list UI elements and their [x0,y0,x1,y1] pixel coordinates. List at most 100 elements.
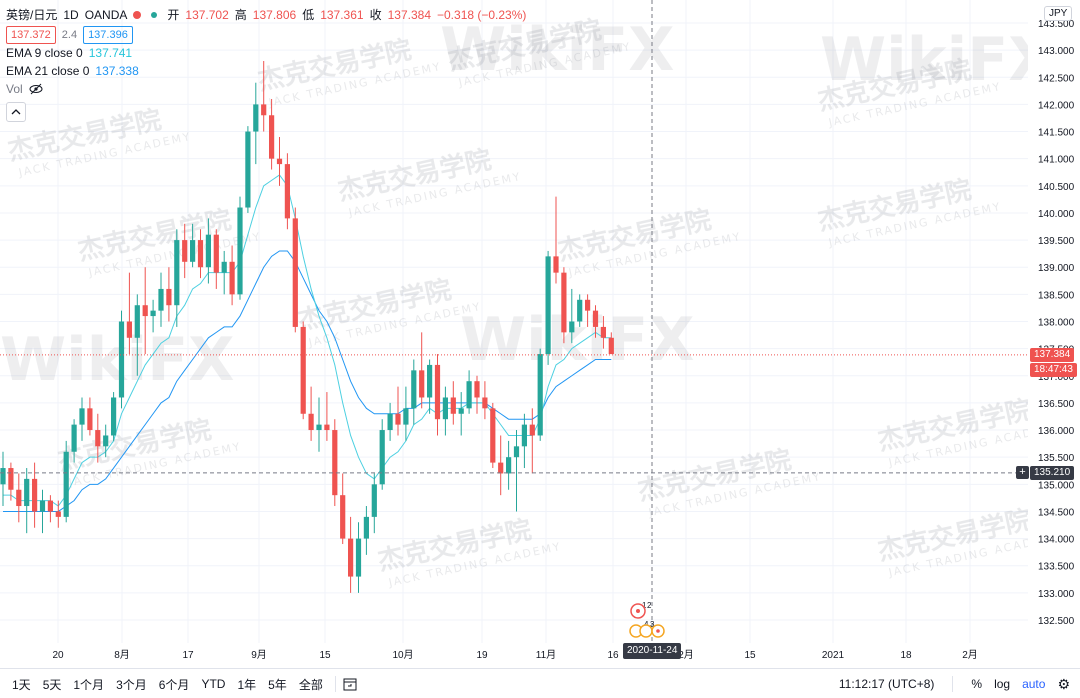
ema21-label: EMA 21 close 0 [6,64,90,78]
collapse-legend-button[interactable] [6,102,26,122]
currency-badge[interactable]: JPY [1044,6,1073,21]
price-tick-label: 132.500 [1038,616,1075,627]
candle [592,305,599,338]
candle [577,294,583,327]
candle [253,82,259,165]
visibility-icon[interactable] [147,8,161,22]
bid-button[interactable]: 137.372 [6,26,56,44]
time-tick-label: 15 [319,650,331,661]
range-button[interactable]: 1天 [12,677,31,692]
candle [126,272,132,355]
range-button[interactable]: 5天 [42,677,62,692]
time-tick-label: 2021 [822,650,845,661]
candle [529,408,535,474]
watermark-brand: WikiFX [440,15,674,85]
price-axis: 143.500 143.000 142.500 142.000 141.500 141.0… [1028,0,1080,668]
range-button[interactable]: 1年 [237,677,257,692]
candle [316,397,322,452]
auto-toggle[interactable]: auto [1022,677,1046,691]
candle [355,522,362,593]
candles [0,60,614,593]
vol-label: Vol [6,82,23,96]
event-marker-group[interactable] [628,601,668,648]
candle [174,229,180,327]
candle [521,413,527,469]
vol-row[interactable]: Vol [6,80,526,98]
candle [482,381,488,420]
range-button[interactable]: 全部 [298,677,323,692]
close-label: 收 [369,8,382,22]
ema21-line [3,250,612,512]
candle [466,370,472,414]
range-button[interactable]: 1个月 [73,677,105,692]
range-button[interactable]: 3个月 [116,677,147,692]
candle [458,392,464,436]
range-button[interactable]: 5年 [268,677,287,692]
candle [276,136,283,186]
candle [142,267,148,355]
candle [284,153,290,230]
ema9-row[interactable]: EMA 9 close 0 137.741 [6,44,526,62]
event-count-a: 1 [642,601,647,610]
log-toggle[interactable]: log [994,677,1011,691]
ema21-row[interactable]: EMA 21 close 0 137.338 [6,62,526,80]
time-tick-label: 20 [52,650,64,661]
price-tick-label: 139.500 [1038,236,1075,247]
candle [379,419,385,490]
add-alert-plus-button[interactable]: + [1016,466,1029,479]
candle [553,196,559,284]
range-button[interactable]: 6个月 [158,677,190,692]
bottom-toolbar: 1天 5天 1个月 3个月 6个月 YTD 1年 5年 全部 11:12:17 (UTC+8) … [0,668,1080,698]
price-tick-label: 138.500 [1038,290,1075,301]
candle [32,462,38,528]
candle [63,440,69,523]
candle [103,424,109,458]
clock[interactable]: 11:12:17 (UTC+8) [838,677,935,691]
price-tick-label: 137.000 [1038,372,1075,383]
percent-toggle[interactable]: % [971,677,983,691]
price-tick-label: 141.500 [1038,128,1075,139]
time-tick-label: 2月 [678,649,694,661]
candle [111,392,117,441]
source: OANDA [84,8,128,22]
goto-date-icon[interactable] [342,676,358,692]
price-axis-bg[interactable] [1028,0,1080,668]
candle [292,207,298,333]
candle [506,440,512,490]
ema9-line [3,174,612,507]
candle [8,462,14,501]
low-value: 137.361 [320,8,364,22]
price-tick-label: 134.000 [1038,535,1075,546]
candle [0,451,6,507]
candle [55,500,61,528]
candle [300,321,306,420]
candle [95,413,101,463]
candle [585,294,591,327]
candle [427,359,433,414]
candle [182,223,188,279]
gear-icon[interactable]: ⚙ [1057,675,1070,692]
watermark-brand: WikiFX [0,325,234,395]
time-tick-label: 18 [900,650,912,661]
price-tick-label: 134.500 [1038,507,1075,518]
ema21-value: 137.338 [95,64,139,78]
symbol-name[interactable]: 英镑/日元 [6,8,58,22]
price-tick-label: 139.000 [1038,263,1075,274]
ask-button[interactable]: 137.396 [83,26,133,44]
price-tick-label: 140.500 [1038,182,1075,193]
market-status-dot [133,11,142,19]
range-button[interactable]: YTD [201,677,226,691]
chevron-up-icon [11,109,21,115]
eye-off-icon[interactable] [29,82,43,96]
candle [403,386,409,441]
candle [561,267,567,344]
open-label: 开 [167,8,180,22]
interval[interactable]: 1D [63,8,79,22]
change-value: −0.318 (−0.23%) [437,8,527,22]
candle [363,506,369,555]
event-count-d: 3 [650,620,655,629]
price-tick-label: 133.500 [1038,562,1075,573]
